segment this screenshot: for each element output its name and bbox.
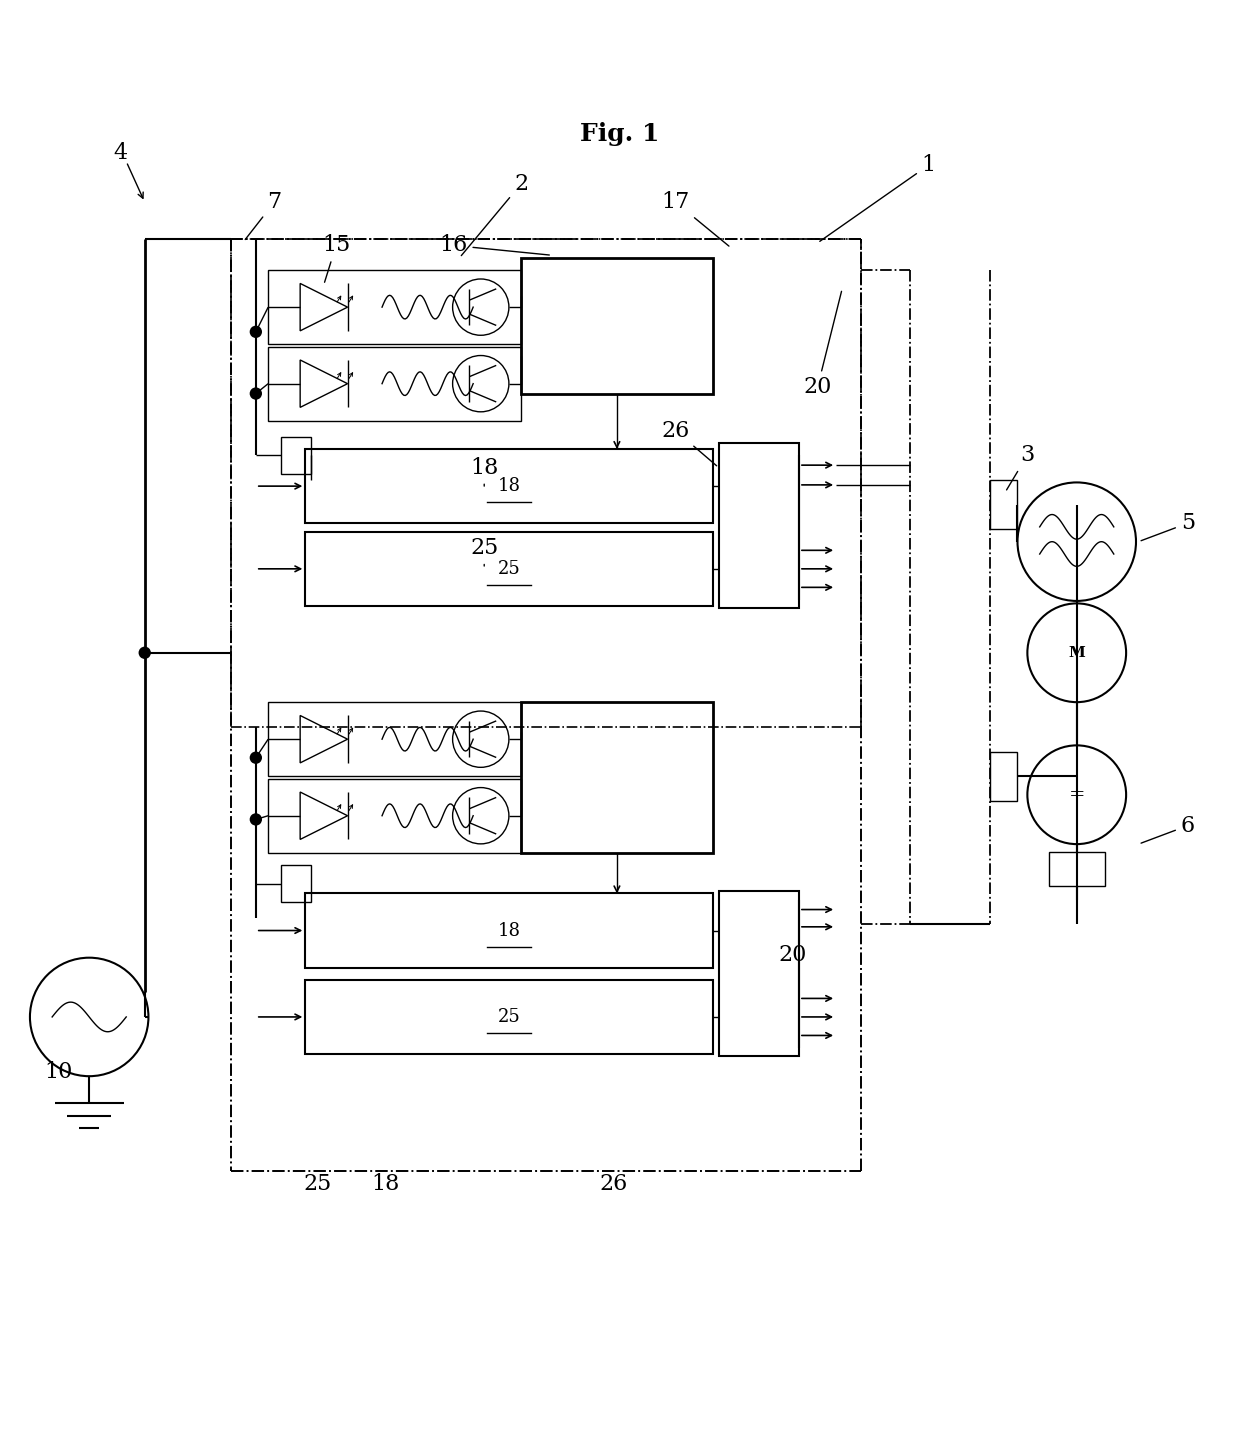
Bar xyxy=(280,437,311,474)
Circle shape xyxy=(453,279,508,336)
Circle shape xyxy=(249,387,262,400)
Text: 7: 7 xyxy=(246,191,281,240)
Text: 18: 18 xyxy=(497,477,521,494)
Bar xyxy=(991,752,1018,800)
Circle shape xyxy=(1018,483,1136,602)
Circle shape xyxy=(249,752,262,765)
Bar xyxy=(521,257,713,393)
Text: 18: 18 xyxy=(470,457,498,486)
Text: 25: 25 xyxy=(470,537,498,566)
Circle shape xyxy=(249,326,262,339)
Text: =: = xyxy=(1069,786,1085,803)
Text: M: M xyxy=(1069,646,1085,660)
Text: 25: 25 xyxy=(497,560,521,577)
Bar xyxy=(521,702,713,853)
Circle shape xyxy=(453,712,508,767)
Text: 3: 3 xyxy=(1007,444,1034,490)
Text: 16: 16 xyxy=(439,234,549,256)
Circle shape xyxy=(1028,746,1126,845)
Text: 26: 26 xyxy=(661,420,717,466)
Circle shape xyxy=(453,356,508,412)
Text: 25: 25 xyxy=(497,1007,521,1026)
Circle shape xyxy=(139,646,151,659)
Bar xyxy=(268,347,521,420)
Circle shape xyxy=(249,813,262,826)
Text: 4: 4 xyxy=(113,141,128,164)
Text: 2: 2 xyxy=(461,173,528,256)
Bar xyxy=(1049,852,1105,886)
Circle shape xyxy=(453,787,508,845)
Text: 18: 18 xyxy=(497,922,521,939)
Text: 5: 5 xyxy=(1141,512,1195,540)
Text: 25: 25 xyxy=(304,1173,331,1195)
Bar xyxy=(305,449,713,523)
Text: 26: 26 xyxy=(600,1173,627,1195)
Bar xyxy=(305,980,713,1055)
Text: Fig. 1: Fig. 1 xyxy=(580,123,660,146)
Bar xyxy=(268,779,521,853)
Text: 20: 20 xyxy=(804,292,842,399)
Bar xyxy=(719,443,799,609)
Text: 15: 15 xyxy=(322,234,350,283)
Circle shape xyxy=(30,957,149,1076)
Text: 10: 10 xyxy=(45,1062,72,1083)
Bar xyxy=(280,865,311,902)
Bar xyxy=(305,893,713,967)
Bar xyxy=(719,892,799,1056)
Text: 20: 20 xyxy=(779,945,807,966)
Bar xyxy=(268,270,521,344)
Bar xyxy=(991,480,1018,529)
Text: 6: 6 xyxy=(1141,815,1195,843)
Circle shape xyxy=(1028,603,1126,702)
Text: 17: 17 xyxy=(661,191,729,246)
Text: 1: 1 xyxy=(820,154,936,242)
Bar xyxy=(305,532,713,606)
Text: 18: 18 xyxy=(371,1173,399,1195)
Bar xyxy=(268,702,521,776)
